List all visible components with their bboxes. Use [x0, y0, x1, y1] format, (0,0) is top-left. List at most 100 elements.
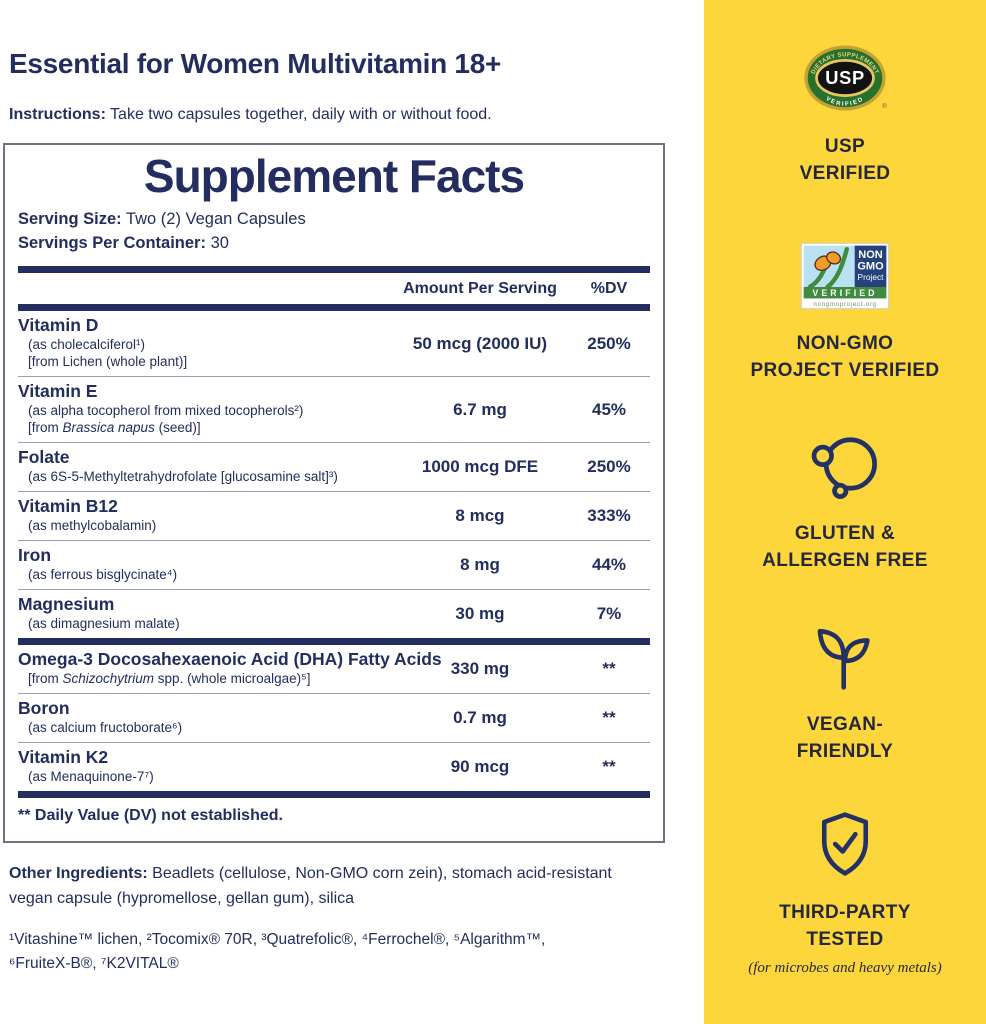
divider-thick — [18, 791, 650, 798]
other-ingredients: Other Ingredients: Beadlets (cellulose, … — [9, 861, 651, 911]
other-ingredients-text: Beadlets (cellulose, Non-GMO corn zein),… — [9, 865, 612, 907]
nutrient-subline: (as ferrous bisglycinate⁴) — [28, 567, 178, 582]
supplement-facts-panel: Supplement Facts Serving Size: Two (2) V… — [3, 143, 665, 843]
nutrient-name: Vitamin K2 — [18, 747, 109, 767]
badge-label: USP VERIFIED — [799, 136, 891, 184]
page-title: Essential for Women Multivitamin 18+ — [9, 48, 502, 79]
nutrient-name: Boron — [18, 698, 70, 718]
nutrient-dv: 7% — [596, 604, 622, 623]
badge-label: VEGAN- FRIENDLY — [796, 714, 894, 762]
gluten-allergen-free-icon — [811, 437, 877, 499]
table-row: Boron (as calcium fructoborate⁶) 0.7 mg ** — [18, 694, 650, 743]
badge-label: THIRD-PARTY TESTED — [779, 902, 911, 950]
usp-seal-icon: DIETARY SUPPLEMENT VERIFIED USP ® — [804, 45, 887, 111]
table-row: Vitamin K2 (as Menaquinone-7⁷) 90 mcg ** — [18, 743, 650, 791]
badge-gluten-allergen-free: GLUTEN & ALLERGEN FREE — [704, 433, 986, 574]
nutrient-dv: 45% — [591, 399, 627, 419]
nutrient-subline: [from Lichen (whole plant)] — [28, 354, 188, 369]
nutrient-amount: 330 mg — [450, 659, 510, 678]
nutrient-dv: 250% — [587, 457, 631, 476]
nutrient-name: Iron — [18, 545, 52, 565]
serving-size-line: Serving Size: Two (2) Vegan Capsules — [18, 207, 650, 231]
instructions-label: Instructions: — [9, 106, 106, 123]
other-ingredients-label: Other Ingredients: — [9, 865, 148, 882]
supplement-facts-title: Supplement Facts — [143, 150, 525, 202]
divider-thick — [18, 266, 650, 273]
nutrient-amount: 6.7 mg — [453, 399, 507, 419]
divider-thick — [18, 304, 650, 311]
table-row: Omega-3 Docosahexaenoic Acid (DHA) Fatty… — [18, 645, 650, 694]
nutrient-name: Vitamin B12 — [18, 496, 118, 516]
column-header-amount: Amount Per Serving — [403, 279, 557, 297]
trademark-footnotes: ¹Vitashine™ lichen, ²Tocomix® 70R, ³Quat… — [9, 928, 669, 976]
table-row: Vitamin D (as cholecalciferol¹) [from Lich… — [18, 311, 650, 377]
nutrient-dv: ** — [602, 659, 616, 678]
table-row: Iron (as ferrous bisglycinate⁴) 8 mg 44% — [18, 541, 650, 590]
nutrient-amount: 30 mg — [455, 604, 505, 623]
nutrient-name: Folate — [18, 447, 70, 467]
table-header-row: Amount Per Serving %DV — [18, 273, 650, 304]
shield-check-icon — [821, 812, 869, 876]
nongmo-url: nongmoproject.org — [813, 301, 876, 308]
badge-vegan-friendly: VEGAN- FRIENDLY — [704, 620, 986, 765]
nutrient-amount: 90 mcg — [450, 757, 510, 776]
nutrient-name: Magnesium — [18, 594, 115, 614]
badge-label: GLUTEN & ALLERGEN FREE — [762, 523, 928, 571]
usp-reg-mark: ® — [882, 103, 887, 110]
servings-value: 30 — [210, 234, 229, 252]
nongmo-verified-band: VERIFIED — [812, 288, 877, 298]
nutrient-subline: (as 6S-5-Methyltetrahydrofolate [glucosa… — [28, 469, 338, 484]
nutrient-name: Omega-3 Docosahexaenoic Acid (DHA) Fatty… — [18, 649, 442, 669]
divider-thick — [18, 638, 650, 645]
badge-non-gmo: NON GMO Project VERIFIED nongmoproject.o… — [704, 243, 986, 384]
nutrient-subline: (as Menaquinone-7⁷) — [28, 769, 154, 784]
nutrient-amount: 1000 mcg DFE — [421, 457, 539, 476]
instructions-text: Take two capsules together, daily with o… — [110, 106, 492, 123]
badge-subnote: (for microbes and heavy metals) — [748, 960, 942, 976]
facts-rows: Vitamin D (as cholecalciferol¹) [from Lich… — [18, 311, 650, 798]
dv-footnote: ** Daily Value (DV) not established. — [18, 807, 283, 824]
badge-usp-verified: DIETARY SUPPLEMENT VERIFIED USP ® USP VE… — [704, 44, 986, 187]
nutrient-subline: (as alpha tocopherol from mixed tocopher… — [28, 403, 304, 418]
nongmo-line3: Project — [858, 272, 885, 282]
nutrient-dv: 44% — [591, 555, 627, 574]
nutrient-amount: 8 mg — [460, 555, 500, 574]
nutrient-name: Vitamin E — [18, 381, 98, 401]
nutrient-subline: (as cholecalciferol¹) — [28, 337, 146, 352]
servings-per-container-line: Servings Per Container: 30 — [18, 231, 650, 255]
servings-label: Servings Per Container: — [18, 234, 206, 252]
trademark-footnotes-line1: ¹Vitashine™ lichen, ²Tocomix® 70R, ³Quat… — [9, 931, 546, 948]
non-gmo-project-icon: NON GMO Project VERIFIED nongmoproject.o… — [801, 243, 889, 309]
usp-center-text: USP — [825, 67, 865, 88]
column-header-dv: %DV — [590, 279, 628, 297]
nutrient-dv: ** — [602, 708, 616, 727]
nutrient-amount: 8 mcg — [455, 506, 505, 525]
badge-label: NON-GMO PROJECT VERIFIED — [750, 333, 940, 381]
nutrient-amount: 0.7 mg — [453, 708, 507, 727]
nutrient-subline: (as dimagnesium malate) — [28, 616, 180, 631]
nongmo-line2: GMO — [857, 260, 884, 272]
nutrient-name: Vitamin D — [18, 315, 99, 335]
nutrient-subline: [from Schizochytrium spp. (whole microal… — [28, 671, 311, 686]
table-row: Vitamin B12 (as methylcobalamin) 8 mcg 333% — [18, 492, 650, 541]
serving-size-label: Serving Size: — [18, 210, 122, 228]
nutrient-dv: 250% — [587, 333, 631, 353]
trademark-footnotes-line2: ⁶FruiteX-B®, ⁷K2VITAL® — [9, 955, 179, 972]
nutrient-subline: (as methylcobalamin) — [28, 518, 157, 533]
table-row: Magnesium (as dimagnesium malate) 30 mg 7% — [18, 590, 650, 638]
table-row: Vitamin E (as alpha tocopherol from mixed… — [18, 377, 650, 443]
vegan-sprout-icon — [817, 628, 870, 690]
badge-third-party-tested: THIRD-PARTY TESTED (for microbes and hea… — [704, 810, 986, 977]
nutrient-subline: [from Brassica napus (seed)] — [28, 420, 201, 435]
instructions: Instructions: Take two capsules together… — [9, 106, 492, 124]
nutrient-dv: ** — [602, 757, 616, 776]
nutrient-subline: (as calcium fructoborate⁶) — [28, 720, 183, 735]
label-main: Essential for Women Multivitamin 18+ Ins… — [3, 48, 669, 976]
nongmo-line1: NON — [858, 249, 883, 261]
nutrient-dv: 333% — [587, 506, 631, 525]
table-row: Folate (as 6S-5-Methyltetrahydrofolate [g… — [18, 443, 650, 492]
certification-sidebar: DIETARY SUPPLEMENT VERIFIED USP ® USP VE… — [704, 0, 986, 1024]
nutrient-amount: 50 mcg (2000 IU) — [412, 333, 548, 353]
serving-size-value: Two (2) Vegan Capsules — [125, 210, 306, 228]
